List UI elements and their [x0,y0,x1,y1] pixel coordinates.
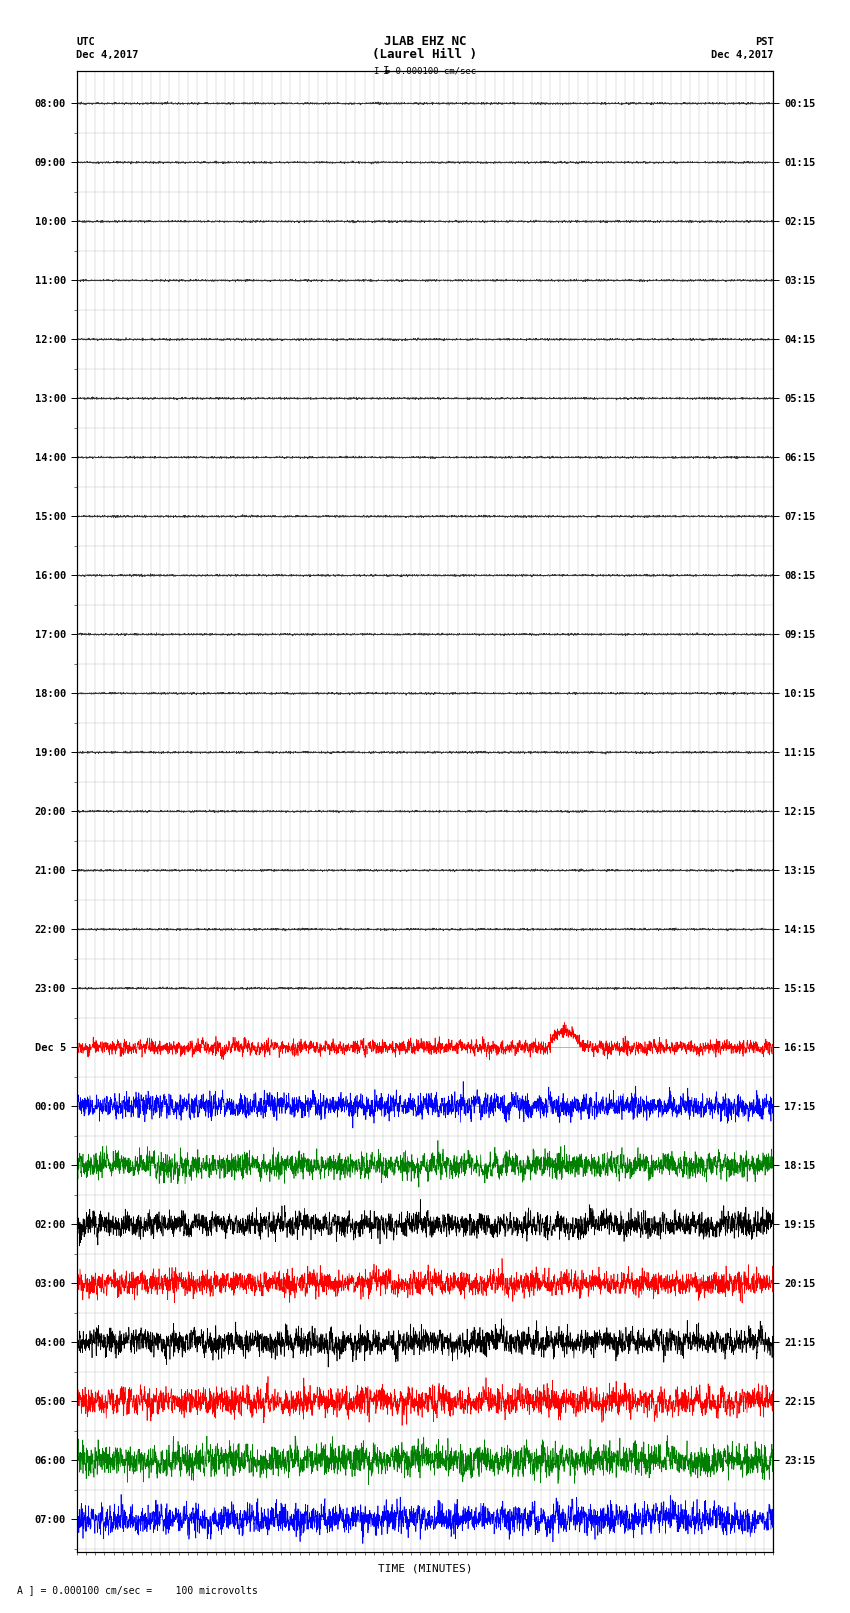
Text: I = 0.000100 cm/sec: I = 0.000100 cm/sec [374,66,476,76]
Text: I: I [383,66,390,76]
Text: A ] = 0.000100 cm/sec =    100 microvolts: A ] = 0.000100 cm/sec = 100 microvolts [17,1586,258,1595]
Text: PST: PST [755,37,774,47]
Text: JLAB EHZ NC: JLAB EHZ NC [383,35,467,48]
X-axis label: TIME (MINUTES): TIME (MINUTES) [377,1563,473,1573]
Text: (Laurel Hill ): (Laurel Hill ) [372,48,478,61]
Text: UTC: UTC [76,37,95,47]
Text: Dec 4,2017: Dec 4,2017 [711,50,774,60]
Text: Dec 4,2017: Dec 4,2017 [76,50,139,60]
